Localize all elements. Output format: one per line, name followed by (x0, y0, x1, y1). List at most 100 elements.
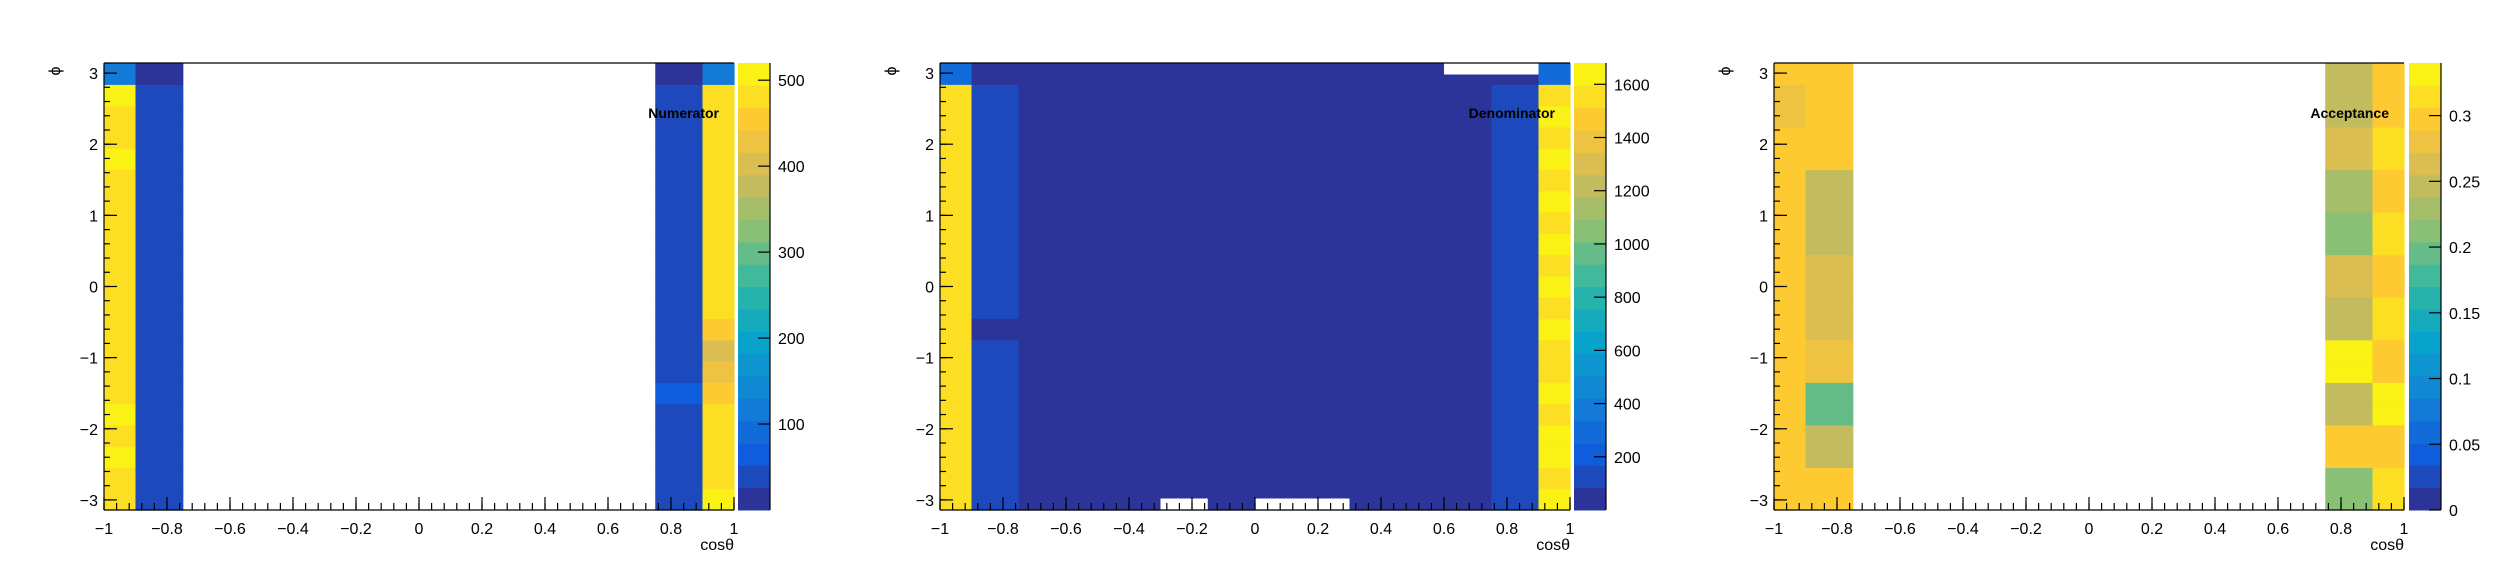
x-tick-label: 0.6 (597, 521, 619, 538)
y-tick-label: 0 (89, 280, 98, 297)
plot-panel-1: −1 −0.8 −0.6 −0.4 −0.2 0 0.2 0.4 0.6 0.8 1 −3 −2 −1 0 1… (47, 62, 805, 554)
heatmap-cell (135, 403, 184, 426)
heatmap-cell (104, 275, 137, 298)
heatmap-cell (655, 339, 704, 362)
heatmap-cell (1538, 190, 1571, 213)
color-scale-bin (738, 130, 770, 153)
color-scale-bin (1574, 107, 1606, 131)
heatmap-cell (1538, 169, 1571, 192)
color-scale-bin (1574, 375, 1606, 399)
heatmap-cell (1491, 382, 1540, 405)
heatmap-cell (940, 212, 973, 234)
heatmap-cell (2325, 382, 2374, 405)
heatmap-cell (1774, 84, 1807, 107)
heatmap-cell (1018, 254, 1492, 277)
color-scale-bin (2409, 264, 2441, 287)
heatmap-cell (702, 63, 735, 85)
color-scale-bin (1574, 331, 1606, 355)
heatmap-cell (2325, 339, 2374, 362)
z-tick-label: 200 (778, 331, 805, 348)
chart-title: Numerator (648, 105, 719, 121)
heatmap-cell (655, 297, 704, 320)
heatmap-cell (2325, 403, 2374, 426)
heatmap-cell (135, 63, 184, 85)
z-tick-label: 500 (778, 73, 805, 90)
heatmap-cell (971, 446, 1020, 469)
heatmap-cell (1805, 126, 1854, 149)
y-tick-label: 3 (925, 66, 934, 83)
y-tick-label: −3 (916, 493, 934, 510)
z-tick-label: 400 (1614, 397, 1641, 414)
heatmap-cell (1018, 63, 1492, 85)
heatmap-cell (971, 63, 1020, 85)
heatmap-cell (135, 84, 184, 107)
heatmap-cell (1491, 361, 1540, 383)
color-scale-bin (1574, 465, 1606, 489)
heatmap-cell (1018, 339, 1492, 362)
heatmap-cell (104, 84, 137, 107)
heatmap-cell (702, 148, 735, 171)
heatmap-cell (940, 254, 973, 277)
color-scale-bin (1574, 353, 1606, 377)
heatmap-cell (940, 446, 973, 469)
heatmap-cell (2325, 148, 2374, 171)
heatmap-cell (940, 63, 973, 85)
y-tick-label: 2 (1759, 137, 1768, 154)
heatmap-cell (1774, 63, 1807, 85)
x-tick-label: −1 (1765, 521, 1783, 538)
y-tick-label: −1 (1750, 351, 1768, 368)
heatmap-cell (702, 318, 735, 341)
empty-bin (1160, 498, 1208, 510)
y-tick-label: 1 (1759, 208, 1768, 225)
heatmap-cell (971, 488, 1020, 511)
heatmap-cell (104, 212, 137, 234)
heatmap-cell (1774, 233, 1807, 256)
heatmap-cell (1018, 403, 1492, 426)
heatmap-cell (1774, 254, 1807, 277)
heatmap-cell (971, 233, 1020, 256)
heatmap-cell (135, 361, 184, 383)
heatmap-cell (2325, 361, 2374, 383)
heatmap-cell (1805, 254, 1854, 277)
heatmap-cell (1805, 148, 1854, 171)
heatmap-cell (971, 126, 1020, 149)
color-scale: 0 0.05 0.1 0.15 0.2 0.25 0.3 (2409, 63, 2480, 520)
heatmap-cell (940, 297, 973, 320)
z-tick-label: 0.3 (2449, 109, 2471, 126)
heatmap-cell (1805, 63, 1854, 85)
heatmap-cell (1018, 382, 1492, 405)
color-scale-bin (1574, 219, 1606, 243)
heatmap-cell (135, 233, 184, 256)
heatmap-cell (971, 275, 1020, 298)
heatmap-cell (702, 297, 735, 320)
heatmap-cell (940, 126, 973, 149)
heatmap-cell (655, 446, 704, 469)
heatmap-cell (104, 126, 137, 149)
heatmap-cell (1018, 148, 1492, 171)
heatmap-cell (940, 382, 973, 405)
heatmap-cell (1491, 126, 1540, 149)
heatmap-cell (1805, 339, 1854, 362)
heatmap-cell (702, 467, 735, 490)
heatmap-cell (1491, 275, 1540, 298)
heatmap-cell (2372, 126, 2405, 149)
heatmap-cell (2325, 488, 2374, 511)
heatmap-cell (2325, 424, 2374, 447)
x-tick-label: 1 (1566, 521, 1575, 538)
heatmap-cell (702, 233, 735, 256)
heatmap-cell (971, 169, 1020, 192)
heatmap-cell (2325, 84, 2374, 107)
color-scale-bin (2409, 331, 2441, 355)
heatmap-cell (2325, 126, 2374, 149)
color-scale: 200 400 600 800 1000 1200 1400 1600 (1574, 63, 1650, 511)
y-tick-label: −1 (80, 351, 98, 368)
heatmap-cell (702, 382, 735, 405)
color-scale-bin (738, 398, 770, 422)
heatmap-cell (1805, 84, 1854, 107)
color-scale-bin (2409, 465, 2441, 489)
x-tick-label: 0.8 (660, 521, 682, 538)
heatmap-cell (1018, 275, 1492, 298)
color-scale-bin (1574, 442, 1606, 466)
x-tick-label: −0.2 (2010, 521, 2042, 538)
heatmap-cell (2372, 105, 2405, 128)
